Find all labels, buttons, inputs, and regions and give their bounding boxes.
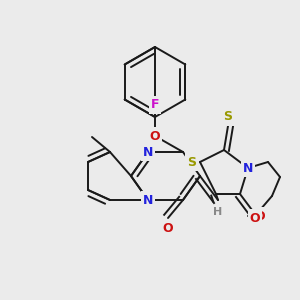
Text: S: S bbox=[188, 155, 196, 169]
Text: O: O bbox=[255, 209, 265, 223]
Text: N: N bbox=[243, 161, 253, 175]
Text: O: O bbox=[250, 212, 260, 224]
Text: O: O bbox=[150, 130, 160, 142]
Text: H: H bbox=[213, 207, 223, 217]
Text: N: N bbox=[143, 146, 153, 158]
Text: S: S bbox=[224, 110, 232, 124]
Text: O: O bbox=[163, 221, 173, 235]
Text: F: F bbox=[151, 98, 159, 112]
Text: N: N bbox=[143, 194, 153, 206]
